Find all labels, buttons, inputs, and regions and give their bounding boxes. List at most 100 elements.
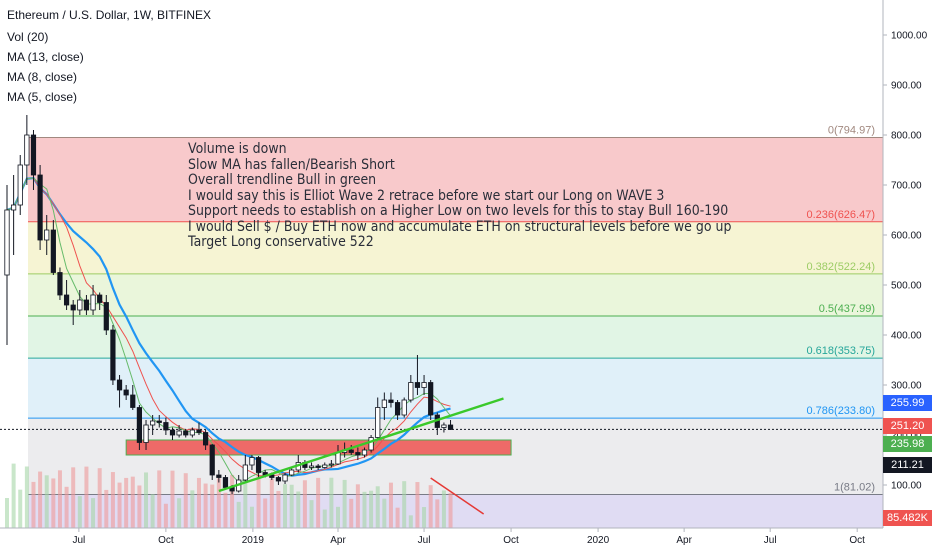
candle-body[interactable] <box>163 422 169 431</box>
candle-body[interactable] <box>116 379 123 391</box>
candle-body[interactable] <box>222 477 229 488</box>
fib-level-label: 0.618(353.75) <box>807 345 876 357</box>
ma-line-8[interactable] <box>6 177 451 477</box>
candle-body[interactable] <box>216 474 222 478</box>
candle-body[interactable] <box>242 464 248 481</box>
fib-zone <box>28 273 883 317</box>
candle-body[interactable] <box>202 432 209 446</box>
candle-body[interactable] <box>414 382 421 388</box>
trendline[interactable] <box>218 397 504 493</box>
candle-body[interactable] <box>44 229 50 241</box>
ma-line-13[interactable] <box>6 176 451 477</box>
volume-bar <box>223 492 228 528</box>
candle-body[interactable] <box>103 302 109 331</box>
candle-body[interactable] <box>77 299 83 311</box>
candle-body[interactable] <box>123 389 129 396</box>
candle-body[interactable] <box>348 449 354 453</box>
note-line: Slow MA has fallen/Bearish Short <box>188 155 395 173</box>
indicator-ma5[interactable]: MA (5, close) <box>7 90 78 104</box>
candle-body[interactable] <box>361 449 368 456</box>
volume-bar <box>316 477 321 528</box>
volume-bar <box>336 506 340 528</box>
candle-body[interactable] <box>150 420 156 426</box>
candle-body[interactable] <box>169 429 176 436</box>
candle-body[interactable] <box>110 329 116 381</box>
candle-body[interactable] <box>176 430 182 436</box>
indicator-vol[interactable]: Vol (20) <box>7 30 49 44</box>
candle-body[interactable] <box>289 469 295 476</box>
candle-body[interactable] <box>183 430 189 436</box>
candle-body[interactable] <box>441 424 447 428</box>
x-tick-label: Oct <box>503 535 519 546</box>
candle-body[interactable] <box>196 429 202 433</box>
candle-body[interactable] <box>4 209 10 276</box>
candle-body[interactable] <box>37 174 43 241</box>
candle-body[interactable] <box>368 437 374 451</box>
candle-body[interactable] <box>63 294 70 306</box>
y-tick-label: 600.00 <box>891 231 922 242</box>
candle-body[interactable] <box>355 452 361 456</box>
candle-body[interactable] <box>17 164 23 206</box>
candle-body[interactable] <box>249 457 255 466</box>
candle-body[interactable] <box>381 399 387 408</box>
support-zone[interactable] <box>125 439 512 456</box>
candle-body[interactable] <box>275 477 282 482</box>
candle-body[interactable] <box>57 272 63 296</box>
candle-body[interactable] <box>322 464 328 468</box>
candle-body[interactable] <box>388 399 394 403</box>
analysis-note[interactable]: Volume is down Slow MA has fallen/Bearis… <box>188 141 731 250</box>
volume-bar <box>243 473 248 528</box>
candle-body[interactable] <box>50 229 56 273</box>
candle-body[interactable] <box>24 134 30 166</box>
fib-level-label: 0.786(233.80) <box>807 405 876 417</box>
candle-body[interactable] <box>143 424 149 443</box>
volume-bar <box>296 491 301 528</box>
volume-bar <box>435 499 440 528</box>
candle-body[interactable] <box>335 452 341 465</box>
candle-body[interactable] <box>70 304 76 311</box>
candle-body[interactable] <box>30 134 37 176</box>
volume-bar <box>183 473 188 528</box>
price-badge-volume: 85.482K <box>883 510 932 526</box>
fib-zone <box>28 221 883 274</box>
candle-body[interactable] <box>156 420 162 423</box>
candle-body[interactable] <box>428 382 434 416</box>
x-tick-label: 2020 <box>587 535 610 546</box>
indicator-ma13[interactable]: MA (13, close) <box>7 50 84 64</box>
fib-zone <box>28 137 883 222</box>
indicator-ma8[interactable]: MA (8, close) <box>7 70 78 84</box>
x-tick-label: Apr <box>330 535 346 546</box>
candle-body[interactable] <box>255 457 262 473</box>
candle-body[interactable] <box>447 424 454 430</box>
candle-body[interactable] <box>83 299 90 311</box>
volume-bar <box>302 480 307 528</box>
volume-bar <box>163 503 168 528</box>
candle-body[interactable] <box>97 294 103 303</box>
candle-body[interactable] <box>130 394 136 408</box>
bearish-arrow[interactable] <box>430 477 485 515</box>
candle-body[interactable] <box>282 474 288 482</box>
candle-body[interactable] <box>189 429 195 436</box>
price-badge-ma13: 255.99 <box>883 395 932 411</box>
ma-line-5[interactable] <box>6 177 451 483</box>
volume-bar <box>104 489 109 528</box>
candle-body[interactable] <box>328 463 334 466</box>
candle-body[interactable] <box>209 444 215 476</box>
candle-body[interactable] <box>408 382 414 401</box>
candle-body[interactable] <box>375 407 381 438</box>
volume-bar <box>448 492 453 528</box>
candle-body[interactable] <box>308 465 315 468</box>
volume-bar <box>349 498 354 528</box>
volume-bar <box>329 477 334 528</box>
candle-body[interactable] <box>90 294 96 311</box>
volume-bar <box>402 481 407 528</box>
candle-body[interactable] <box>421 382 427 388</box>
candle-body[interactable] <box>394 402 401 416</box>
candle-body[interactable] <box>11 204 17 211</box>
candle-body[interactable] <box>136 407 142 443</box>
candle-body[interactable] <box>401 399 407 416</box>
candle-body[interactable] <box>315 465 321 468</box>
note-line: Support needs to establish on a Higher L… <box>188 202 729 219</box>
y-tick-label: 800.00 <box>891 131 922 142</box>
